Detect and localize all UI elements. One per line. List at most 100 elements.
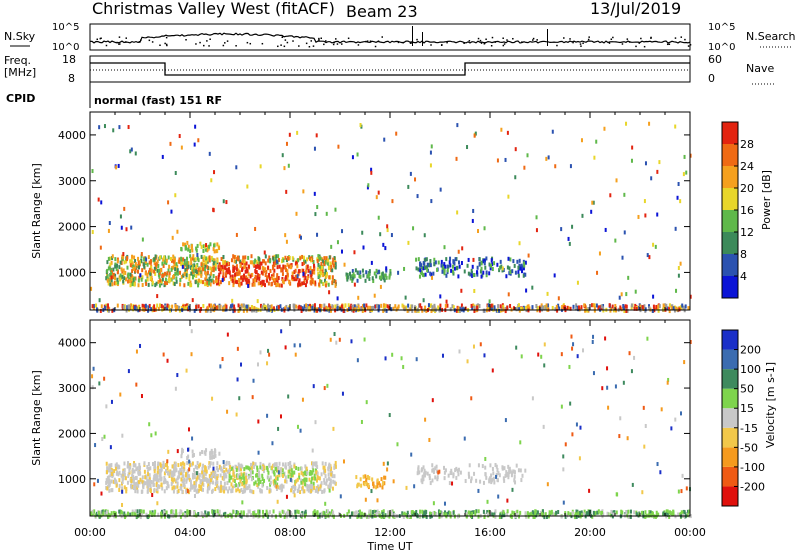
data-cell	[457, 260, 460, 265]
data-cell	[156, 259, 159, 264]
data-cell	[228, 486, 231, 491]
nsearch-point	[283, 45, 286, 48]
data-cell	[241, 277, 244, 282]
data-cell	[149, 275, 152, 280]
data-cell	[334, 207, 337, 212]
data-cell	[485, 270, 488, 275]
data-cell	[452, 259, 455, 264]
data-cell	[215, 465, 218, 470]
data-cell	[252, 511, 255, 516]
data-cell	[242, 511, 245, 516]
nsearch-point	[209, 38, 211, 40]
nsearch-point	[532, 37, 535, 40]
data-cell	[643, 199, 646, 204]
data-cell	[184, 244, 187, 249]
data-cell	[286, 510, 289, 515]
data-cell	[203, 267, 206, 272]
data-cell	[619, 305, 622, 310]
data-cell	[151, 512, 154, 517]
data-cell	[144, 279, 147, 284]
data-cell	[521, 265, 524, 270]
data-cell	[373, 510, 376, 515]
data-cell	[302, 255, 305, 260]
data-cell	[317, 487, 320, 492]
data-cell	[522, 266, 525, 271]
data-cell	[156, 501, 159, 506]
data-cell	[373, 293, 376, 298]
data-cell	[655, 510, 658, 515]
data-cell	[537, 352, 540, 357]
data-cell	[237, 510, 240, 515]
data-cell	[309, 258, 312, 263]
data-cell	[214, 470, 217, 475]
data-cell	[290, 485, 293, 490]
data-cell	[535, 215, 538, 220]
data-cell	[180, 477, 183, 482]
data-cell	[232, 254, 235, 259]
data-cell	[166, 306, 169, 311]
data-cell	[615, 510, 618, 515]
data-cell	[627, 509, 630, 514]
data-cell	[331, 486, 334, 491]
data-cell	[531, 512, 534, 517]
data-cell	[388, 275, 391, 280]
data-cell	[241, 261, 244, 266]
data-cell	[303, 281, 306, 286]
data-cell	[249, 274, 252, 279]
data-cell	[133, 461, 136, 466]
data-cell	[180, 262, 183, 267]
nsearch-point	[298, 45, 300, 47]
nsearch-point	[310, 40, 312, 42]
data-cell	[334, 464, 337, 469]
data-cell	[185, 275, 188, 280]
colorbar-segment	[722, 486, 738, 506]
data-cell	[657, 308, 660, 313]
data-cell	[505, 470, 508, 475]
data-cell	[666, 509, 669, 514]
data-cell	[242, 308, 245, 313]
data-cell	[136, 269, 139, 274]
data-cell	[421, 509, 424, 514]
data-cell	[231, 303, 234, 308]
data-cell	[578, 510, 581, 515]
data-cell	[135, 382, 138, 387]
data-cell	[130, 147, 133, 152]
data-cell	[231, 298, 234, 303]
data-cell	[553, 273, 556, 278]
data-cell	[500, 514, 503, 519]
data-cell	[412, 226, 415, 231]
data-cell	[219, 480, 222, 485]
data-cell	[123, 485, 126, 490]
data-cell	[524, 260, 527, 265]
data-cell	[118, 484, 121, 489]
data-cell	[143, 264, 146, 269]
data-cell	[192, 273, 195, 278]
data-cell	[134, 262, 137, 267]
power-colorbar-label: Power [dB]	[760, 170, 773, 230]
nsearch-point	[335, 38, 337, 40]
data-cell	[353, 304, 356, 309]
data-cell	[495, 464, 498, 469]
data-cell	[414, 511, 417, 516]
data-cell	[434, 466, 437, 471]
data-cell	[110, 260, 113, 265]
data-cell	[146, 272, 149, 277]
data-cell	[246, 465, 249, 470]
data-cell	[235, 488, 238, 493]
data-cell	[264, 261, 267, 266]
data-cell	[476, 305, 479, 310]
data-cell	[195, 471, 198, 476]
data-cell	[149, 489, 152, 494]
data-cell	[230, 489, 233, 494]
data-cell	[508, 271, 511, 276]
data-cell	[175, 305, 178, 310]
data-cell	[593, 155, 596, 160]
data-cell	[252, 465, 255, 470]
data-cell	[166, 480, 169, 485]
data-cell	[485, 256, 488, 261]
nsearch-point	[235, 45, 237, 47]
data-cell	[349, 305, 352, 310]
data-cell	[311, 461, 314, 466]
